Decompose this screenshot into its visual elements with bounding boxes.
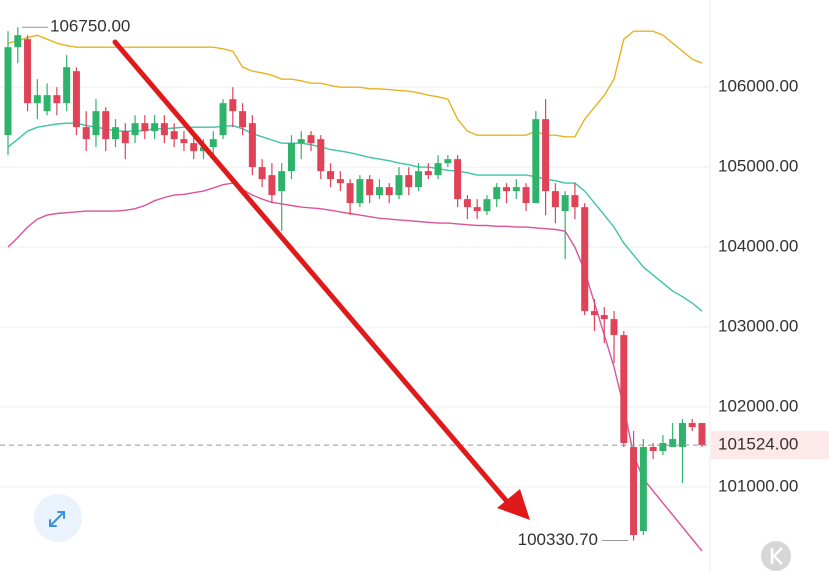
candle-body [649, 447, 657, 452]
candle-body [375, 187, 383, 196]
candle-body [688, 423, 696, 428]
candle-body [180, 139, 188, 144]
bands [7, 30, 703, 552]
candle-body [551, 191, 559, 208]
candle-body [287, 143, 295, 172]
candle-body [43, 95, 51, 112]
candle-body [63, 67, 71, 104]
candle-body [542, 119, 550, 192]
candles [4, 27, 706, 541]
candle-body [121, 131, 129, 144]
candle-body [327, 171, 335, 180]
candle-body [356, 179, 364, 204]
current-price-tag [711, 431, 829, 460]
y-tick-label: 104000.00 [718, 237, 798, 256]
candle-body [698, 423, 706, 446]
candle-body [512, 187, 520, 192]
candle-body [141, 123, 149, 132]
candle-body [190, 143, 198, 152]
candle-body [33, 95, 41, 104]
candle-body [229, 99, 237, 112]
candle-body [209, 139, 217, 148]
candle-body [424, 171, 432, 176]
candle-body [571, 195, 579, 208]
candle-body [151, 123, 159, 132]
candle-body [160, 123, 168, 136]
candle-body [307, 135, 315, 144]
candle-body [346, 183, 354, 204]
arrow-head [497, 489, 530, 520]
candle-body [219, 103, 227, 136]
candle-body [483, 199, 491, 212]
candle-body [444, 159, 452, 164]
candle-body [82, 127, 90, 140]
candle-body [678, 423, 686, 448]
candle-body [317, 139, 325, 172]
expand-button[interactable] [34, 494, 82, 542]
candle-body [248, 123, 256, 168]
candle-body [590, 311, 598, 316]
candle-body [532, 119, 540, 204]
candle-body [297, 139, 305, 144]
candle-body [503, 187, 511, 192]
y-tick-label: 103000.00 [718, 317, 798, 336]
candle-body [112, 127, 120, 140]
candle-body [278, 171, 286, 192]
grid [0, 86, 710, 488]
candle-body [131, 123, 139, 136]
candle-body [669, 439, 677, 448]
candle-body [620, 335, 628, 444]
candle-body [581, 207, 589, 312]
trend-arrow [112, 39, 530, 520]
candle-body [395, 175, 403, 196]
candle-body [522, 187, 530, 204]
candle-body [336, 179, 344, 184]
candle-body [268, 175, 276, 196]
candle-body [473, 207, 481, 212]
candle-body [493, 187, 501, 200]
candle-body [415, 171, 423, 188]
y-tick-label: 106000.00 [718, 77, 798, 96]
current-price-label: 101524.00 [718, 435, 798, 454]
candle-body [454, 159, 462, 200]
candle-body [463, 199, 471, 208]
candle-body [92, 111, 100, 136]
k-button[interactable] [761, 541, 791, 571]
candle-body [72, 71, 80, 128]
candle-body [630, 447, 638, 536]
candle-body [102, 111, 110, 140]
band-line [7, 30, 703, 138]
candle-body [600, 315, 608, 320]
candle-body [659, 443, 667, 452]
candle-body [434, 163, 442, 176]
band-line [7, 182, 703, 552]
candle-body [561, 195, 569, 212]
arrow-shaft [112, 39, 513, 508]
candle-body [4, 47, 12, 136]
y-tick-label: 102000.00 [718, 397, 798, 416]
low-label: 100330.70 [518, 530, 598, 549]
candle-body [24, 39, 32, 104]
candle-body [366, 179, 374, 196]
candle-body [170, 131, 178, 140]
candle-body [53, 95, 61, 104]
y-tick-label: 101000.00 [718, 477, 798, 496]
candle-body [258, 167, 266, 180]
candle-body [239, 111, 247, 128]
labels: 106000.00 105000.00 104000.00 103000.00 1020… [0, 17, 829, 549]
candle-body [14, 35, 22, 48]
candle-body [405, 175, 413, 188]
y-tick-label: 105000.00 [718, 157, 798, 176]
candle-body [610, 319, 618, 336]
high-label: 106750.00 [50, 17, 130, 36]
candle-body [639, 447, 647, 532]
candle-body [385, 187, 393, 196]
band-line [7, 122, 703, 312]
